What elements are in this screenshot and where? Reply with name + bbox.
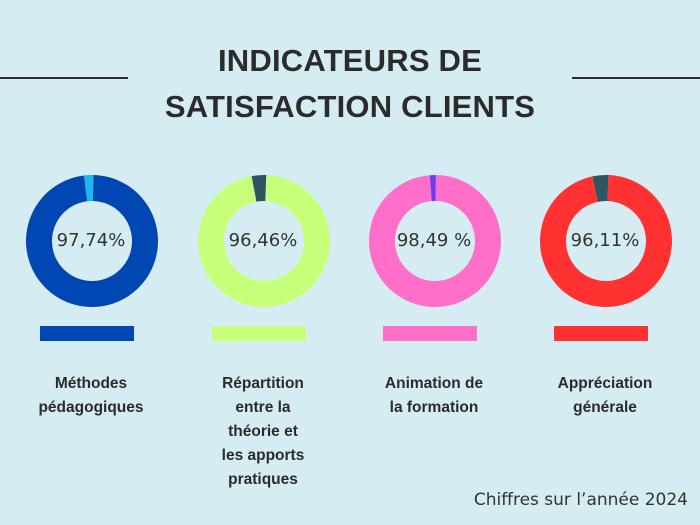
category-label-line: Répartition [222, 375, 304, 392]
title-rule-right [572, 77, 700, 79]
title-rule-left [0, 77, 128, 79]
donut-value-label: 97,74% [56, 230, 126, 251]
donut-slice-remainder [429, 175, 436, 202]
category-label: Animation de la formation [349, 372, 519, 420]
legend-color-bar [212, 326, 306, 341]
donut-value-label: 96,11% [570, 230, 640, 251]
donut-slice-remainder [84, 175, 94, 202]
donut-slice-remainder [251, 175, 267, 202]
donut-value-label: 98,49 % [396, 230, 472, 251]
donut-slice-value [369, 175, 501, 307]
donut-slice-value [540, 175, 672, 307]
category-label-line: théorie et [228, 423, 298, 440]
category-label: Répartition entre la théorie et les apports… [178, 372, 348, 492]
legend-color-bar [383, 326, 477, 341]
category-label-line: la formation [389, 399, 479, 416]
category-label: Appréciation générale [520, 372, 690, 420]
category-label-line: Méthodes [54, 375, 128, 392]
category-label-line: générale [573, 399, 637, 416]
category-label-line: Animation de [384, 375, 484, 392]
donut-slice-value [26, 175, 158, 307]
donut-chart [369, 175, 501, 307]
donut-value-label: 96,46% [228, 230, 298, 251]
legend-color-bar [40, 326, 134, 341]
donut-slice-value [198, 175, 330, 307]
category-label-line: Appréciation [557, 375, 653, 392]
category-label-line: pratiques [228, 471, 298, 488]
legend-color-bar [554, 326, 648, 341]
category-label-line: pédagogiques [38, 399, 144, 416]
category-label: Méthodes pédagogiques [6, 372, 176, 420]
donut-chart [540, 175, 672, 307]
donut-slice-remainder [592, 175, 609, 202]
title-line-2: SATISFACTION CLIENTS [164, 89, 536, 124]
category-label-line: entre la [235, 399, 291, 416]
donut-chart [198, 175, 330, 307]
footer-note: Chiffres sur l’année 2024 [473, 490, 688, 510]
donut-chart [26, 175, 158, 307]
title-line-1: INDICATEURS DE [217, 43, 482, 78]
category-label-line: les apports [221, 447, 305, 464]
page-title: INDICATEURS DE SATISFACTION CLIENTS [130, 38, 570, 130]
